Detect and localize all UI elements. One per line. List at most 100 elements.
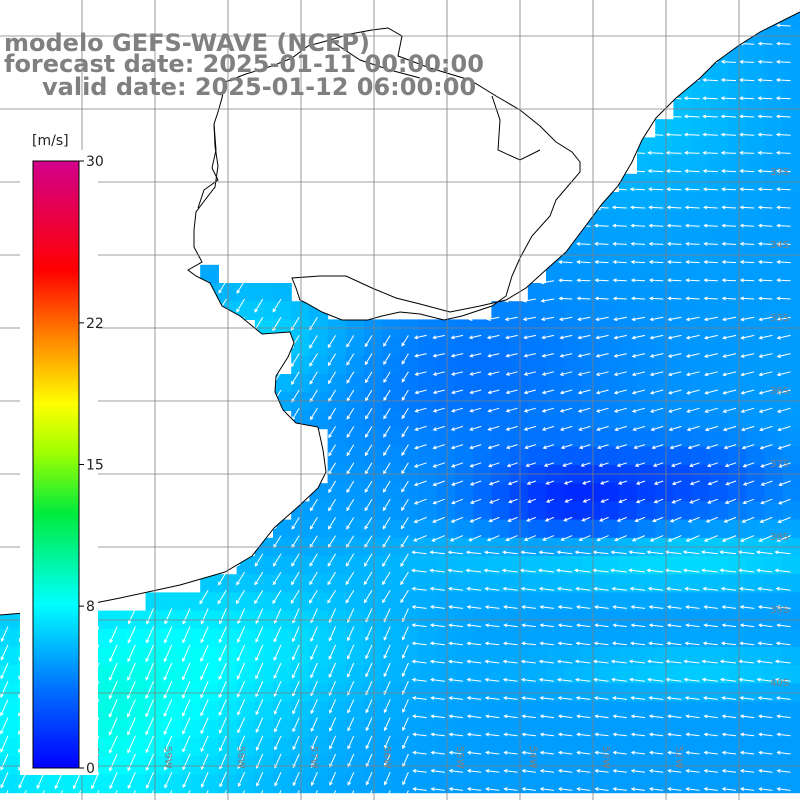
wind-cell — [619, 738, 638, 757]
wind-cell — [546, 629, 565, 648]
wind-cell — [510, 447, 529, 466]
wind-cell — [746, 429, 765, 448]
wind-cell — [619, 501, 638, 520]
wind-cell — [582, 738, 601, 757]
wind-cell — [528, 629, 547, 648]
wind-cell — [491, 483, 510, 502]
wind-cell — [728, 319, 747, 338]
wind-cell — [546, 301, 565, 320]
wind-cell — [346, 319, 365, 338]
wind-cell — [437, 720, 456, 739]
wind-cell — [710, 774, 729, 793]
wind-cell — [473, 356, 492, 375]
wind-cell — [564, 356, 583, 375]
wind-cell — [673, 629, 692, 648]
wind-cell — [728, 410, 747, 429]
wind-cell — [473, 447, 492, 466]
wind-cell — [601, 410, 620, 429]
wind-cell — [619, 665, 638, 684]
longitude-label: 58W — [235, 746, 246, 769]
wind-cell — [455, 410, 474, 429]
wind-cell — [692, 647, 711, 666]
wind-cell — [400, 356, 419, 375]
wind-cell — [419, 447, 438, 466]
wind-cell — [746, 592, 765, 611]
wind-cell — [673, 774, 692, 793]
wind-cell — [419, 501, 438, 520]
colorbar-gradient — [33, 161, 79, 768]
wind-cell — [582, 356, 601, 375]
wind-cell — [419, 702, 438, 721]
wind-cell — [437, 592, 456, 611]
wind-cell — [692, 392, 711, 411]
wind-cell — [437, 501, 456, 520]
wind-cell — [655, 429, 674, 448]
wind-cell — [328, 356, 347, 375]
wind-cell — [528, 592, 547, 611]
wind-cell — [582, 501, 601, 520]
wind-cell — [419, 720, 438, 739]
wind-cell — [637, 338, 656, 357]
wind-cell — [673, 338, 692, 357]
wind-cell — [564, 720, 583, 739]
wind-cell — [728, 629, 747, 648]
wind-cell — [510, 720, 529, 739]
wind-cell — [710, 319, 729, 338]
wind-cell — [364, 501, 383, 520]
wind-cell — [473, 592, 492, 611]
wind-cell — [783, 574, 800, 593]
wind-cell — [564, 374, 583, 393]
wind-cell — [364, 319, 383, 338]
wind-cell — [637, 592, 656, 611]
wind-cell — [437, 574, 456, 593]
wind-cell — [673, 392, 692, 411]
wind-cell — [673, 356, 692, 375]
wind-cell — [473, 392, 492, 411]
wind-cell — [491, 574, 510, 593]
wind-cell — [564, 520, 583, 539]
wind-cell — [382, 356, 401, 375]
wind-cell — [692, 319, 711, 338]
wind-cell — [783, 629, 800, 648]
wind-cell — [673, 447, 692, 466]
wind-cell — [637, 392, 656, 411]
wind-cell — [655, 447, 674, 466]
wind-cell — [309, 356, 328, 375]
wind-cell — [528, 319, 547, 338]
wind-cell — [728, 356, 747, 375]
longitude-label: 59W — [162, 746, 173, 769]
wind-cell — [437, 338, 456, 357]
wind-cell — [328, 429, 347, 448]
longitude-label: 53W — [600, 746, 611, 769]
wind-cell — [564, 629, 583, 648]
wind-cell — [328, 392, 347, 411]
wind-cell — [473, 629, 492, 648]
latitude-label: 36S — [770, 386, 789, 397]
wind-cell — [455, 774, 474, 793]
wind-cell — [455, 319, 474, 338]
wind-cell — [382, 392, 401, 411]
wind-cell — [510, 338, 529, 357]
wind-cell — [437, 447, 456, 466]
wind-cell — [510, 556, 529, 575]
wind-cell — [528, 447, 547, 466]
wind-cell — [673, 665, 692, 684]
wind-cell — [673, 720, 692, 739]
wind-cell — [382, 429, 401, 448]
wind-cell — [655, 501, 674, 520]
wind-cell — [619, 556, 638, 575]
wind-cell — [364, 574, 383, 593]
wind-cell — [364, 429, 383, 448]
wind-cell — [764, 574, 783, 593]
wind-cell — [473, 720, 492, 739]
wind-cell — [182, 592, 201, 611]
wind-cell — [455, 720, 474, 739]
wind-cell — [601, 629, 620, 648]
wind-cell — [510, 774, 529, 793]
wind-cell — [437, 356, 456, 375]
wind-cell — [455, 647, 474, 666]
wind-cell — [419, 410, 438, 429]
wind-cell — [200, 592, 219, 611]
wind-cell — [783, 647, 800, 666]
